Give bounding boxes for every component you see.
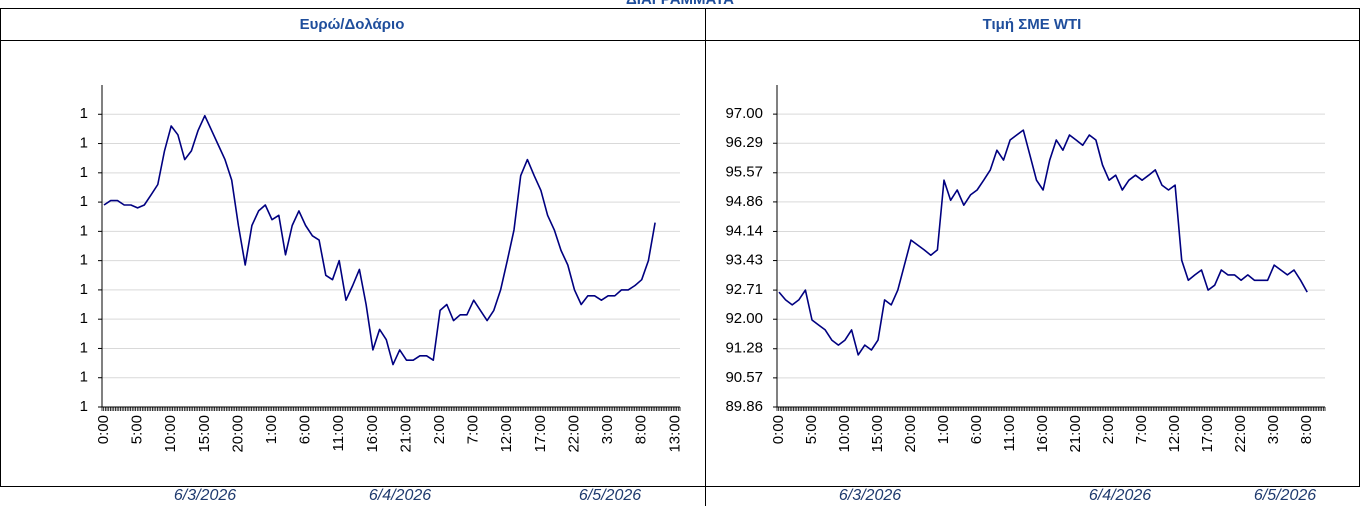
- x-tick-label: 3:00: [1265, 415, 1282, 444]
- y-tick-label: 92.71: [725, 281, 763, 298]
- y-tick-label: 1: [80, 281, 88, 298]
- y-tick-label: 95.57: [725, 164, 763, 181]
- x-tick-label: 13:00: [666, 415, 683, 453]
- x-tick-label: 1:00: [935, 415, 952, 444]
- x-tick-label: 6:00: [968, 415, 985, 444]
- y-tick-label: 1: [80, 310, 88, 327]
- x-tick-label: 10:00: [836, 415, 853, 453]
- y-tick-label: 1: [80, 252, 88, 269]
- line-series: [103, 114, 656, 366]
- x-tick-label: 15:00: [869, 415, 886, 453]
- chart-title: Ευρώ/Δολάριο: [300, 16, 405, 33]
- x-tick-label: 22:00: [1232, 415, 1249, 453]
- x-tick-label: 7:00: [465, 415, 482, 444]
- y-tick-label: 1: [80, 135, 88, 152]
- x-tick-label: 20:00: [902, 415, 919, 453]
- x-tick-label: 3:00: [599, 415, 616, 444]
- y-tick-label: 1: [80, 164, 88, 181]
- x-tick-label: 7:00: [1133, 415, 1150, 444]
- y-tick-label: 94.86: [725, 193, 763, 210]
- x-tick-label: 5:00: [803, 415, 820, 444]
- header-row: [0, 8, 1360, 41]
- x-tick-label: 2:00: [431, 415, 448, 444]
- x-tick-label: 8:00: [633, 415, 650, 444]
- x-tick-label: 12:00: [1166, 415, 1183, 453]
- x-tick-label: 15:00: [196, 415, 213, 453]
- date-label: 6/3/2026: [839, 487, 901, 504]
- x-tick-label: 11:00: [1001, 415, 1018, 451]
- x-tick-label: 17:00: [1199, 415, 1216, 453]
- y-tick-label: 1: [80, 105, 88, 122]
- x-tick-label: 1:00: [263, 415, 280, 444]
- x-tick-label: 8:00: [1298, 415, 1315, 444]
- x-tick-label: 11:00: [330, 415, 347, 451]
- y-tick-label: 97.00: [725, 105, 763, 122]
- x-tick-label: 2:00: [1100, 415, 1117, 444]
- date-label: 6/4/2026: [1089, 487, 1151, 504]
- date-label: 6/5/2026: [579, 487, 641, 504]
- y-tick-label: 89.86: [725, 398, 763, 415]
- y-tick-label: 1: [80, 222, 88, 239]
- x-tick-label: 0:00: [770, 415, 787, 444]
- y-tick-label: 91.28: [725, 340, 763, 357]
- date-label: 6/4/2026: [369, 487, 431, 504]
- page-title: ΔΙΑΓΡΑΜΜΑΤΑ: [626, 0, 734, 8]
- x-tick-label: 5:00: [129, 415, 146, 444]
- chart-title: Τιμή ΣΜΕ WTI: [983, 16, 1082, 33]
- y-tick-label: 96.29: [725, 134, 763, 151]
- x-tick-label: 20:00: [229, 415, 246, 453]
- x-tick-label: 10:00: [162, 415, 179, 453]
- x-tick-label: 16:00: [364, 415, 381, 453]
- x-tick-label: 22:00: [565, 415, 582, 453]
- y-tick-label: 92.00: [725, 310, 763, 327]
- y-tick-label: 94.14: [725, 222, 763, 239]
- y-tick-label: 1: [80, 369, 88, 386]
- y-tick-label: 1: [80, 193, 88, 210]
- x-tick-label: 21:00: [397, 415, 414, 453]
- date-label: 6/5/2026: [1254, 487, 1316, 504]
- x-tick-label: 12:00: [498, 415, 515, 453]
- x-tick-label: 21:00: [1067, 415, 1084, 453]
- x-tick-label: 0:00: [95, 415, 112, 444]
- y-tick-label: 90.57: [725, 369, 763, 386]
- x-tick-label: 17:00: [532, 415, 549, 453]
- x-tick-label: 16:00: [1034, 415, 1051, 453]
- y-tick-label: 93.43: [725, 252, 763, 269]
- date-label: 6/3/2026: [174, 487, 236, 504]
- y-tick-label: 1: [80, 339, 88, 356]
- line-series: [778, 129, 1308, 356]
- y-tick-label: 1: [80, 398, 88, 415]
- x-tick-label: 6:00: [297, 415, 314, 444]
